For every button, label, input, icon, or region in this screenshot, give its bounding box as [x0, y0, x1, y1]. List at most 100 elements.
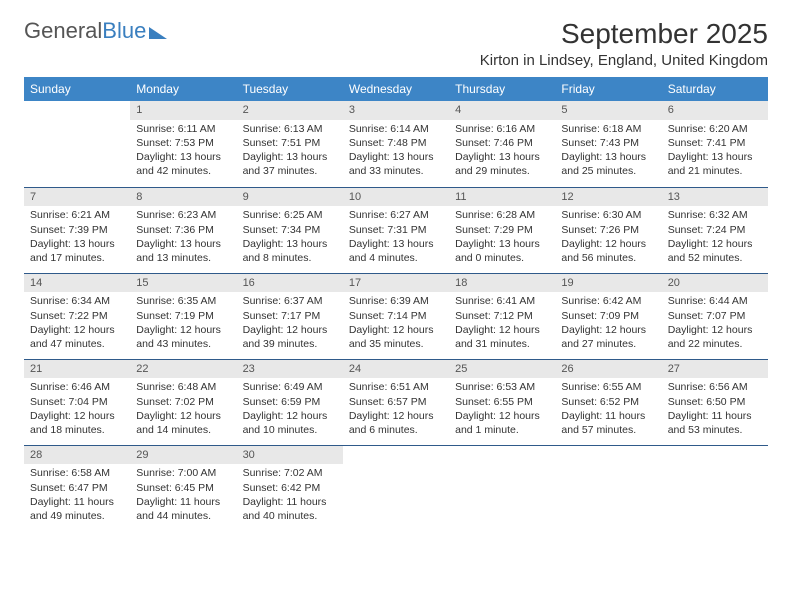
- calendar-cell: 3Sunrise: 6:14 AMSunset: 7:48 PMDaylight…: [343, 101, 449, 187]
- day-header: Tuesday: [237, 77, 343, 101]
- day-content: Sunrise: 6:16 AMSunset: 7:46 PMDaylight:…: [449, 120, 555, 183]
- sunset-text: Sunset: 6:52 PM: [561, 395, 655, 409]
- daylight-text: and 21 minutes.: [668, 164, 762, 178]
- day-number: 19: [555, 274, 661, 293]
- calendar-cell: 26Sunrise: 6:55 AMSunset: 6:52 PMDayligh…: [555, 359, 661, 445]
- calendar-cell: 8Sunrise: 6:23 AMSunset: 7:36 PMDaylight…: [130, 187, 236, 273]
- daylight-text: Daylight: 13 hours: [136, 237, 230, 251]
- daylight-text: and 25 minutes.: [561, 164, 655, 178]
- daylight-text: Daylight: 12 hours: [243, 409, 337, 423]
- day-content: Sunrise: 6:42 AMSunset: 7:09 PMDaylight:…: [555, 292, 661, 355]
- daylight-text: and 52 minutes.: [668, 251, 762, 265]
- sunrise-text: Sunrise: 6:34 AM: [30, 294, 124, 308]
- calendar-cell: 13Sunrise: 6:32 AMSunset: 7:24 PMDayligh…: [662, 187, 768, 273]
- logo-text-1: General: [24, 18, 102, 44]
- calendar-cell: 22Sunrise: 6:48 AMSunset: 7:02 PMDayligh…: [130, 359, 236, 445]
- sunrise-text: Sunrise: 6:21 AM: [30, 208, 124, 222]
- calendar-cell: 19Sunrise: 6:42 AMSunset: 7:09 PMDayligh…: [555, 273, 661, 359]
- day-content: Sunrise: 6:21 AMSunset: 7:39 PMDaylight:…: [24, 206, 130, 269]
- daylight-text: Daylight: 13 hours: [668, 150, 762, 164]
- sunset-text: Sunset: 6:55 PM: [455, 395, 549, 409]
- day-number: 30: [237, 446, 343, 465]
- calendar-cell: [662, 445, 768, 531]
- sunrise-text: Sunrise: 6:56 AM: [668, 380, 762, 394]
- day-content: Sunrise: 6:58 AMSunset: 6:47 PMDaylight:…: [24, 464, 130, 527]
- calendar-cell: 16Sunrise: 6:37 AMSunset: 7:17 PMDayligh…: [237, 273, 343, 359]
- day-header-row: Sunday Monday Tuesday Wednesday Thursday…: [24, 77, 768, 101]
- daylight-text: Daylight: 13 hours: [455, 150, 549, 164]
- daylight-text: and 10 minutes.: [243, 423, 337, 437]
- daylight-text: Daylight: 13 hours: [136, 150, 230, 164]
- sunset-text: Sunset: 6:45 PM: [136, 481, 230, 495]
- daylight-text: and 43 minutes.: [136, 337, 230, 351]
- sunset-text: Sunset: 7:39 PM: [30, 223, 124, 237]
- sunrise-text: Sunrise: 6:44 AM: [668, 294, 762, 308]
- daylight-text: and 29 minutes.: [455, 164, 549, 178]
- daylight-text: and 37 minutes.: [243, 164, 337, 178]
- daylight-text: and 35 minutes.: [349, 337, 443, 351]
- day-content: Sunrise: 6:23 AMSunset: 7:36 PMDaylight:…: [130, 206, 236, 269]
- day-header: Saturday: [662, 77, 768, 101]
- daylight-text: Daylight: 12 hours: [668, 237, 762, 251]
- day-number: 24: [343, 360, 449, 379]
- sunrise-text: Sunrise: 6:13 AM: [243, 122, 337, 136]
- calendar-cell: 18Sunrise: 6:41 AMSunset: 7:12 PMDayligh…: [449, 273, 555, 359]
- daylight-text: Daylight: 11 hours: [561, 409, 655, 423]
- day-number: 26: [555, 360, 661, 379]
- daylight-text: and 6 minutes.: [349, 423, 443, 437]
- sunset-text: Sunset: 7:51 PM: [243, 136, 337, 150]
- daylight-text: and 27 minutes.: [561, 337, 655, 351]
- sunrise-text: Sunrise: 6:35 AM: [136, 294, 230, 308]
- day-content: Sunrise: 6:55 AMSunset: 6:52 PMDaylight:…: [555, 378, 661, 441]
- daylight-text: Daylight: 12 hours: [30, 409, 124, 423]
- daylight-text: and 22 minutes.: [668, 337, 762, 351]
- daylight-text: Daylight: 12 hours: [30, 323, 124, 337]
- day-number: 2: [237, 101, 343, 120]
- day-header: Thursday: [449, 77, 555, 101]
- daylight-text: and 0 minutes.: [455, 251, 549, 265]
- calendar-cell: [449, 445, 555, 531]
- day-content: Sunrise: 6:41 AMSunset: 7:12 PMDaylight:…: [449, 292, 555, 355]
- calendar-cell: 10Sunrise: 6:27 AMSunset: 7:31 PMDayligh…: [343, 187, 449, 273]
- calendar-cell: 27Sunrise: 6:56 AMSunset: 6:50 PMDayligh…: [662, 359, 768, 445]
- sunset-text: Sunset: 7:22 PM: [30, 309, 124, 323]
- sunset-text: Sunset: 7:31 PM: [349, 223, 443, 237]
- daylight-text: Daylight: 12 hours: [136, 323, 230, 337]
- day-content: Sunrise: 6:35 AMSunset: 7:19 PMDaylight:…: [130, 292, 236, 355]
- day-number: 23: [237, 360, 343, 379]
- sunset-text: Sunset: 6:57 PM: [349, 395, 443, 409]
- day-number: 22: [130, 360, 236, 379]
- sunset-text: Sunset: 7:34 PM: [243, 223, 337, 237]
- calendar-row: 1Sunrise: 6:11 AMSunset: 7:53 PMDaylight…: [24, 101, 768, 187]
- calendar-cell: 28Sunrise: 6:58 AMSunset: 6:47 PMDayligh…: [24, 445, 130, 531]
- day-header: Wednesday: [343, 77, 449, 101]
- sunrise-text: Sunrise: 6:55 AM: [561, 380, 655, 394]
- day-content: Sunrise: 6:14 AMSunset: 7:48 PMDaylight:…: [343, 120, 449, 183]
- daylight-text: Daylight: 12 hours: [561, 237, 655, 251]
- daylight-text: Daylight: 13 hours: [30, 237, 124, 251]
- daylight-text: Daylight: 11 hours: [668, 409, 762, 423]
- daylight-text: and 18 minutes.: [30, 423, 124, 437]
- sunset-text: Sunset: 7:48 PM: [349, 136, 443, 150]
- daylight-text: Daylight: 12 hours: [349, 409, 443, 423]
- day-number: 15: [130, 274, 236, 293]
- sunset-text: Sunset: 6:42 PM: [243, 481, 337, 495]
- daylight-text: and 31 minutes.: [455, 337, 549, 351]
- sunset-text: Sunset: 7:19 PM: [136, 309, 230, 323]
- calendar-cell: [24, 101, 130, 187]
- daylight-text: Daylight: 12 hours: [561, 323, 655, 337]
- daylight-text: and 49 minutes.: [30, 509, 124, 523]
- day-number: 1: [130, 101, 236, 120]
- sunset-text: Sunset: 7:43 PM: [561, 136, 655, 150]
- day-number: 9: [237, 188, 343, 207]
- header: GeneralBlue September 2025 Kirton in Lin…: [24, 18, 768, 69]
- day-content: Sunrise: 6:28 AMSunset: 7:29 PMDaylight:…: [449, 206, 555, 269]
- sunrise-text: Sunrise: 6:25 AM: [243, 208, 337, 222]
- sunrise-text: Sunrise: 6:37 AM: [243, 294, 337, 308]
- day-content: Sunrise: 6:49 AMSunset: 6:59 PMDaylight:…: [237, 378, 343, 441]
- sunrise-text: Sunrise: 6:16 AM: [455, 122, 549, 136]
- daylight-text: and 8 minutes.: [243, 251, 337, 265]
- day-number: 17: [343, 274, 449, 293]
- calendar-cell: 7Sunrise: 6:21 AMSunset: 7:39 PMDaylight…: [24, 187, 130, 273]
- sunrise-text: Sunrise: 6:39 AM: [349, 294, 443, 308]
